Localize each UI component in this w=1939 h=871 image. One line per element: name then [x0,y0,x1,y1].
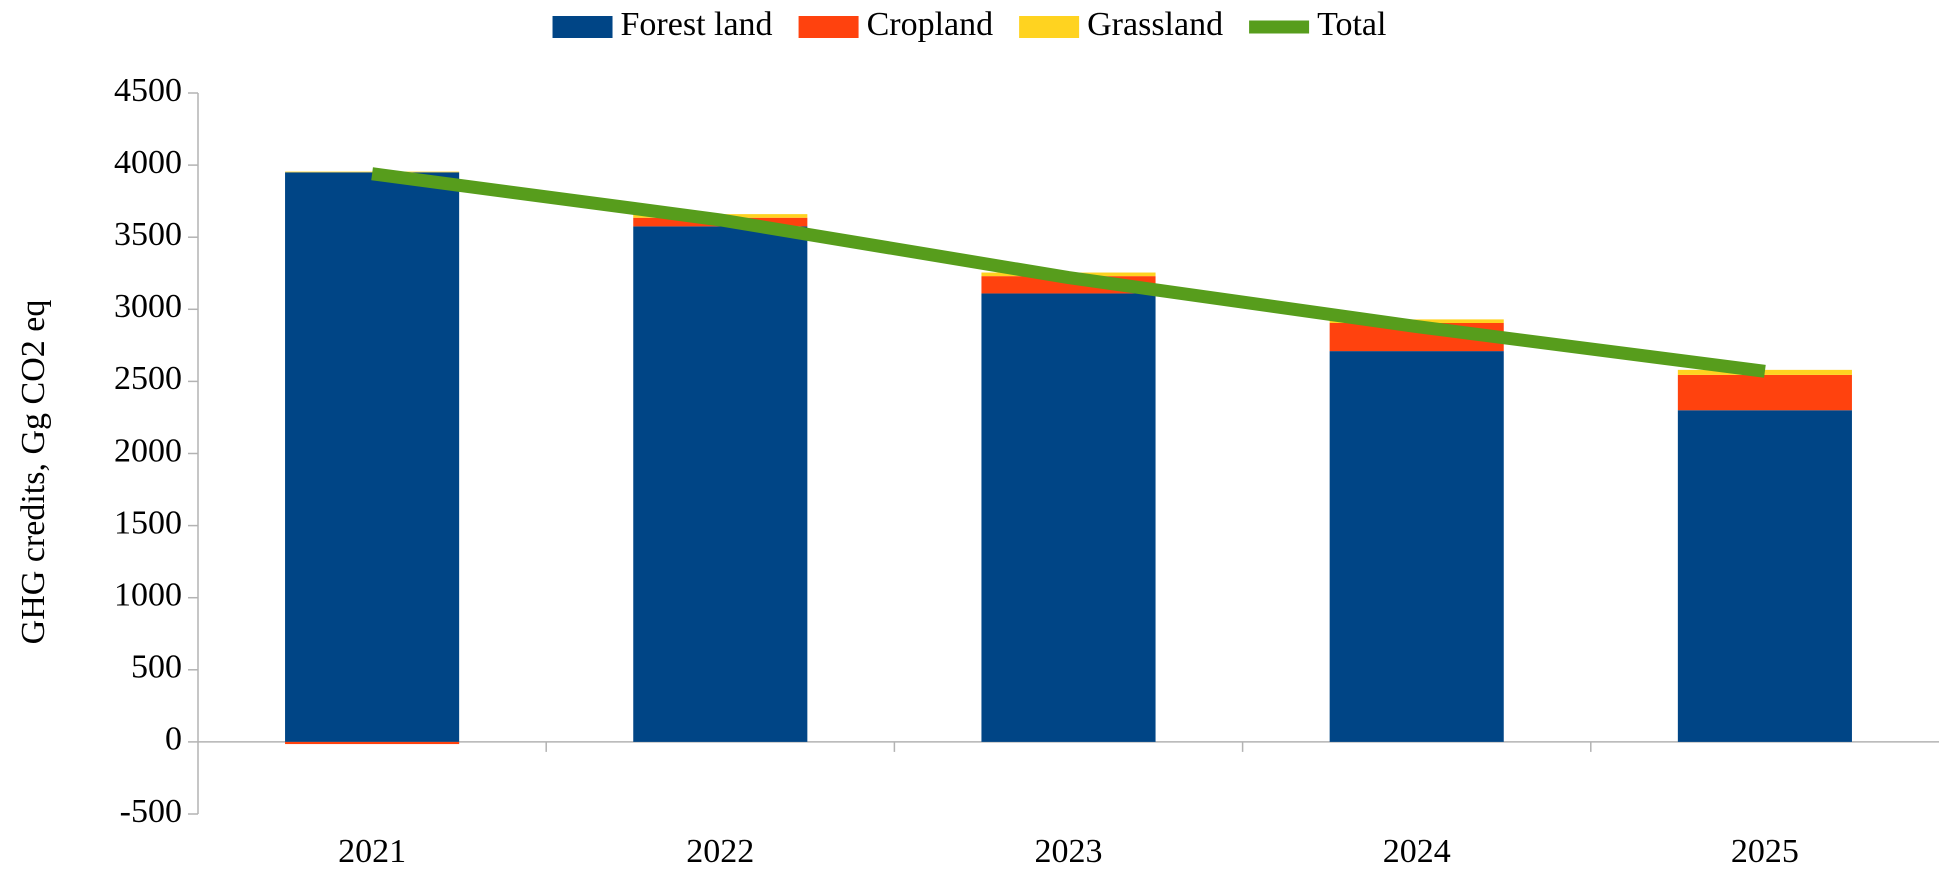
y-tick-label: 2000 [114,432,182,469]
bar [285,172,460,742]
legend-swatch [798,16,859,38]
y-tick-label: 1500 [114,504,182,541]
y-tick-label: 0 [165,721,182,758]
x-tick-label: 2021 [338,833,406,870]
bar [285,741,460,745]
legend-label: Total [1317,6,1386,43]
y-tick-label: 500 [131,649,182,686]
y-tick-label: 3000 [114,288,182,325]
y-tick-label: 4500 [114,72,182,109]
legend-label: Cropland [867,6,994,43]
x-tick-label: 2025 [1731,833,1799,870]
legend-label: Grassland [1087,6,1223,43]
y-tick-label: 4000 [114,144,182,181]
y-tick-label: 1000 [114,576,182,613]
x-tick-label: 2023 [1035,833,1103,870]
bar [1677,410,1852,742]
legend-swatch [552,16,613,38]
bar [1677,374,1852,411]
bar [633,226,808,742]
total-line [371,167,1766,378]
legend-label: Forest land [621,6,773,43]
legend-swatch [1019,16,1080,38]
x-tick-label: 2022 [686,833,754,870]
bar [1329,351,1504,742]
bar [1677,369,1852,375]
bar [285,171,460,173]
y-tick-label: 2500 [114,360,182,397]
bar [981,293,1156,742]
legend: Forest land Cropland Grassland Total [552,6,1386,43]
x-tick-label: 2024 [1383,833,1451,870]
y-tick-label: 3500 [114,216,182,253]
y-tick-label: -500 [120,793,182,830]
y-axis-label: GHG credits, Gg CO2 eq [15,300,52,645]
